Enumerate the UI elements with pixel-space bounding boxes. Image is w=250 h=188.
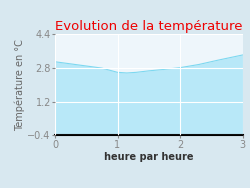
Title: Evolution de la température: Evolution de la température (55, 20, 242, 33)
X-axis label: heure par heure: heure par heure (104, 152, 194, 162)
Y-axis label: Température en °C: Température en °C (14, 39, 25, 130)
